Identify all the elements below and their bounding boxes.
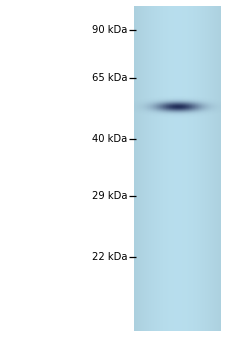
Text: 90 kDa: 90 kDa <box>92 25 127 35</box>
Text: 40 kDa: 40 kDa <box>92 134 127 144</box>
Text: 65 kDa: 65 kDa <box>92 73 127 83</box>
Bar <box>134 7 220 331</box>
Text: 22 kDa: 22 kDa <box>92 252 127 262</box>
Text: 29 kDa: 29 kDa <box>92 191 127 201</box>
